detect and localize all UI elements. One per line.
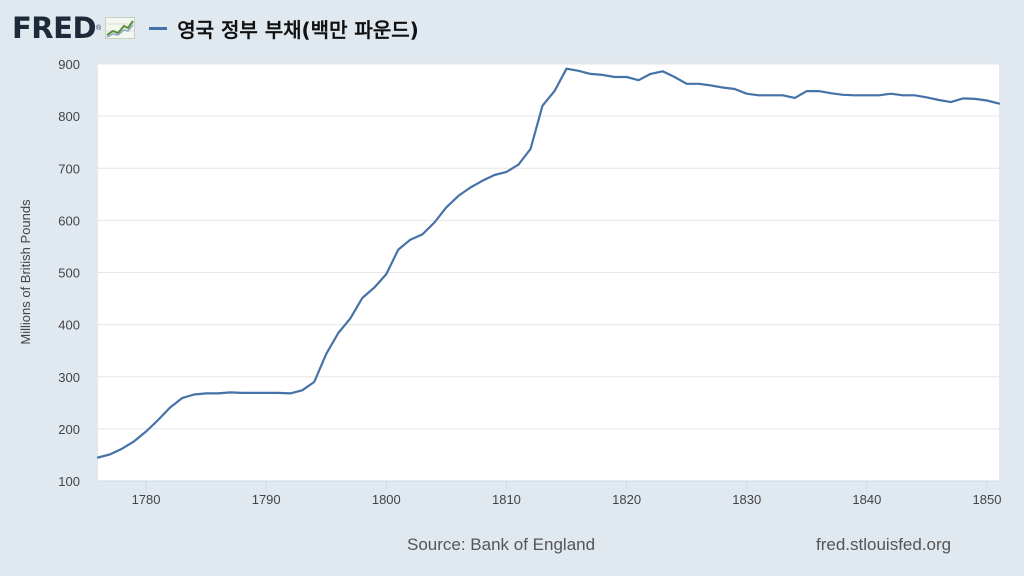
y-tick-label: 700 [58,161,80,176]
y-axis-ticks: 100 200 300 400 500 600 700 800 900 [58,57,80,489]
y-axis-label: Millions of British Pounds [18,199,33,345]
source-note: Source: Bank of England [407,535,596,554]
source-url-link[interactable]: fred.stlouisfed.org [816,535,952,554]
y-tick-label: 500 [58,266,80,281]
legend-line-swatch [149,26,168,30]
y-tick-label: 200 [58,422,80,437]
y-tick-label: 300 [58,370,80,385]
x-tick-label: 1830 [732,492,761,507]
registered-mark: ® [96,24,102,32]
y-tick-label: 600 [58,213,80,228]
x-axis-ticks: 1780 1790 1800 1810 1820 1830 1840 1850 [98,480,1002,507]
graph-trend-icon [105,17,136,39]
y-tick-label: 800 [58,109,80,124]
x-tick-label: 1780 [132,492,161,507]
x-tick-label: 1790 [252,492,281,507]
y-tick-label: 900 [58,57,80,72]
y-tick-label: 100 [58,474,80,489]
series-group [96,67,1001,459]
fred-logo[interactable]: FRED [12,11,97,45]
x-tick-label: 1820 [612,492,641,507]
chart-header: FRED ® 영국 정부 부채(백만 파운드) [12,8,419,48]
x-tick-label: 1840 [852,492,881,507]
series-line[interactable] [96,67,1001,459]
x-tick-label: 1810 [492,492,521,507]
y-tick-label: 400 [58,318,80,333]
chart-title: 영국 정부 부채(백만 파운드) [177,17,419,42]
x-tick-label: 1800 [372,492,401,507]
x-tick-label: 1850 [973,492,1002,507]
